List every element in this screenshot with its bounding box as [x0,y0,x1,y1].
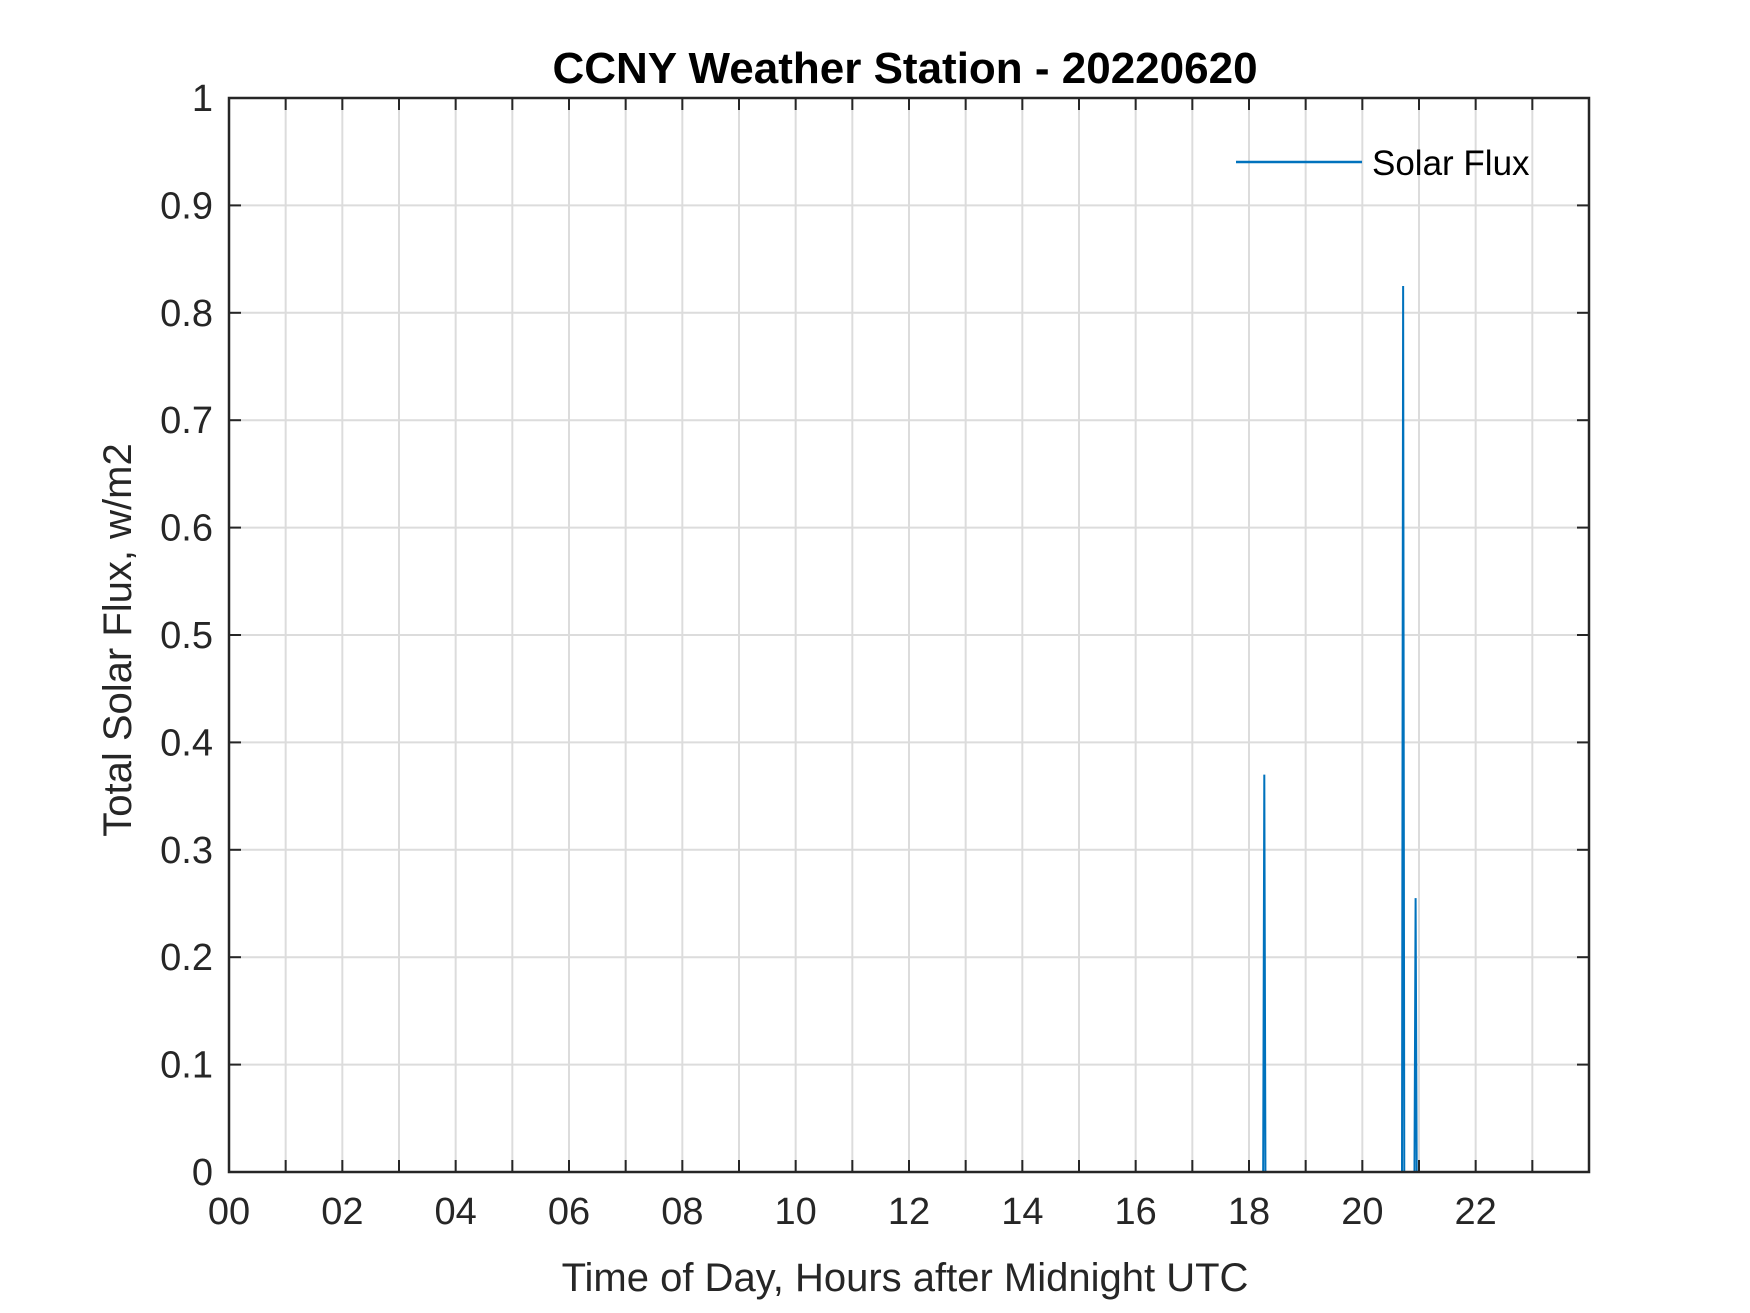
y-tick-label: 0.9 [160,185,213,227]
legend: Solar Flux [1236,144,1530,183]
plot-data [229,285,1589,1173]
y-tick-label: 0.2 [160,937,213,979]
x-tick-label: 18 [1228,1191,1270,1233]
series-line-solar-flux [229,285,1589,1173]
x-tick-label: 22 [1455,1191,1497,1233]
x-tick-label: 04 [435,1191,477,1233]
y-tick-label: 0.1 [160,1045,213,1087]
x-tick-label: 12 [888,1191,930,1233]
y-axis-label: Total Solar Flux, w/m2 [96,443,140,836]
y-tick-label: 0.5 [160,615,213,657]
y-tick-label: 0.7 [160,400,213,442]
axis-ticks [228,97,1590,1173]
chart-title: CCNY Weather Station - 20220620 [552,44,1257,93]
x-tick-label: 10 [775,1191,817,1233]
y-tick-label: 0.4 [160,722,213,764]
x-tick-label: 00 [208,1191,250,1233]
y-tick-label: 0.8 [160,293,213,335]
x-tick-label: 06 [548,1191,590,1233]
x-tick-label: 08 [661,1191,703,1233]
x-axis-label: Time of Day, Hours after Midnight UTC [562,1256,1249,1300]
grid-lines [229,98,1589,1172]
x-tick-label: 02 [321,1191,363,1233]
y-tick-label: 0.3 [160,830,213,872]
x-tick-label: 20 [1341,1191,1383,1233]
y-tick-label: 0 [192,1152,213,1194]
x-tick-label: 16 [1115,1191,1157,1233]
y-tick-label: 0.6 [160,508,213,550]
y-tick-label: 1 [192,78,213,120]
tick-labels: 00 02 04 06 08 10 12 14 16 18 20 22 0 0.1 0.2 0.3 0.4 0.5… [160,78,1497,1233]
legend-label-solar-flux: Solar Flux [1372,144,1530,183]
x-tick-label: 14 [1001,1191,1043,1233]
